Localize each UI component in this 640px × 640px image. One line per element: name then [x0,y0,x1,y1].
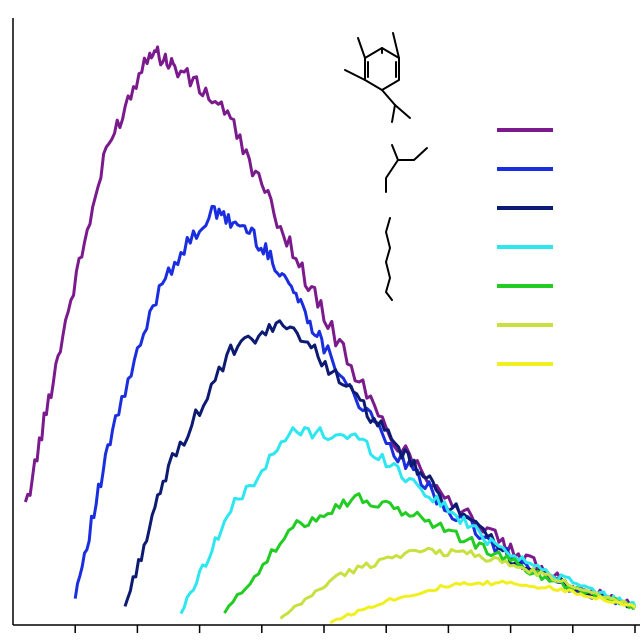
series-line-4 [179,426,637,615]
linear-alkyl-chain-structure [385,217,393,301]
legend [497,128,553,366]
series-line-5 [223,492,637,614]
x-axis-ticks [74,625,636,633]
molecular-structures [344,32,428,301]
aromatic-ring-structure [344,32,411,123]
series-line-7 [329,579,636,625]
branched-alkyl-chain-structure [385,144,428,193]
series-line-3 [123,319,636,609]
series-lines [23,45,637,625]
series-line-2 [73,204,636,608]
series-line-6 [279,546,637,620]
axes [12,18,640,633]
series-line-1 [23,45,636,610]
